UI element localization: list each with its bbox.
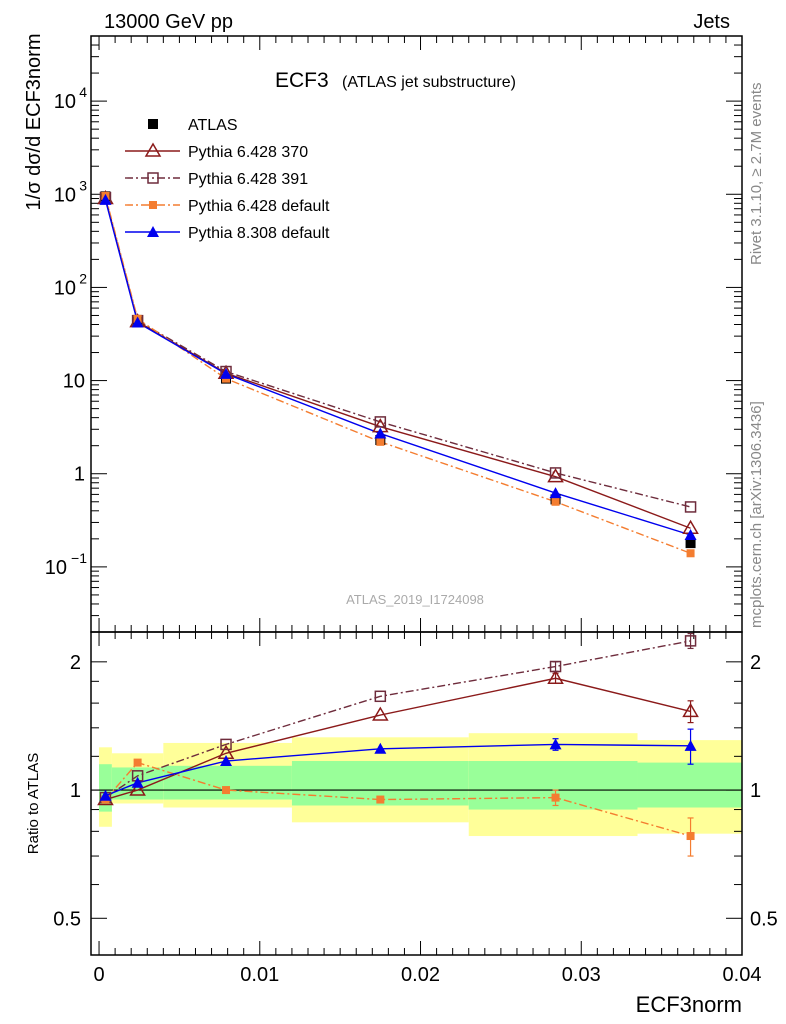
ratio-y-tick-label-right: 1 [750,780,761,802]
ratio-point-pythia-6-428-default [376,795,385,804]
ratio-point-pythia-6-428-370 [129,781,146,796]
rivet-label: Rivet 3.1.10, ≥ 2.7M events [748,83,765,266]
ratio-point-pythia-8-308-default [131,776,144,788]
y-tick-exponent: 3 [79,177,87,193]
ratio-point-pythia-6-428-391 [549,660,562,673]
plot-subtitle: (ATLAS jet substructure) [342,74,516,91]
legend-label-pythia-8-308-default: Pythia 8.308 default [188,225,330,242]
main-point-pythia-8-308-default [684,528,697,540]
y-tick-label: 10 [54,277,76,299]
ratio-y-tick-label: 2 [70,652,81,674]
header-right: Jets [693,11,730,33]
y-tick-exponent: −1 [71,550,87,566]
main-point-pythia-6-428-391 [549,467,562,479]
legend-marker-atlas [148,119,158,129]
legend-label-pythia-6-428-default: Pythia 6.428 default [188,198,330,215]
ratio-point-pythia-8-308-default [684,739,697,751]
main-series-line-pythia-6-428-default [104,195,691,554]
main-point-pythia-6-428-391 [374,416,387,428]
y-tick-label: 10 [54,91,76,113]
legend-label-atlas: ATLAS [188,117,238,134]
x-tick-label: 0.01 [240,964,279,986]
plot-title: ECF3 [275,69,329,92]
main-point-pythia-6-428-370 [547,468,564,483]
mcplots-label: mcplots.cern.ch [arXiv:1306.3436] [748,401,765,628]
main-point-pythia-8-308-default [131,316,144,328]
ratio-point-pythia-6-428-default [686,832,695,841]
ratio-point-pythia-6-428-default [133,758,142,767]
ratio-band-green [637,762,742,808]
main-point-pythia-6-428-default [551,497,560,506]
x-tick-label: 0.04 [723,964,762,986]
ratio-y-tick-label: 0.5 [53,908,81,930]
ratio-point-pythia-6-428-default [551,793,560,802]
ratio-point-pythia-6-428-370 [547,669,564,685]
main-point-pythia-6-428-default [376,437,385,446]
legend-label-pythia-6-428-370: Pythia 6.428 370 [188,144,308,161]
legend-marker-pythia-8-308-default [147,226,159,237]
x-tick-label: 0 [93,964,104,986]
header-left: 13000 GeV pp [104,11,233,33]
ratio-point-pythia-6-428-391 [374,690,387,703]
legend-marker-pythia-6-428-391 [147,172,159,184]
main-y-axis-label: 1/σ dσ/d ECF3norm [23,34,45,211]
ratio-point-pythia-8-308-default [99,789,112,801]
ratio-point-pythia-8-308-default [374,742,387,754]
y-tick-exponent: 4 [79,84,87,100]
ratio-point-pythia-8-308-default [549,738,562,750]
main-point-atlas [685,538,696,549]
legend-marker-pythia-6-428-370 [144,142,162,157]
ratio-plot-frame [90,631,743,956]
ratio-point-pythia-6-428-370 [682,702,699,718]
main-point-pythia-8-308-default [99,193,112,205]
ratio-point-pythia-6-428-370 [372,706,389,721]
ratio-y-tick-label-right: 2 [750,652,761,674]
legend-marker-pythia-6-428-default [149,201,157,209]
main-point-pythia-6-428-default [686,549,695,558]
ratio-point-pythia-8-308-default [220,755,233,767]
analysis-watermark: ATLAS_2019_I1724098 [346,592,484,607]
ratio-y-axis-label: Ratio to ATLAS [25,753,42,854]
y-tick-label: 10 [63,371,85,393]
main-series-line-pythia-6-428-370 [104,198,691,529]
main-point-pythia-6-428-391 [684,501,697,513]
x-axis-label: ECF3norm [636,992,742,1017]
main-point-pythia-8-308-default [220,367,233,379]
legend-label-pythia-6-428-391: Pythia 6.428 391 [188,171,308,188]
ratio-point-pythia-6-428-default [222,786,231,795]
ratio-band-green [468,761,638,810]
main-series-line-pythia-8-308-default [104,199,691,536]
y-tick-label: 1 [74,464,85,486]
x-tick-label: 0.03 [562,964,601,986]
y-tick-exponent: 2 [79,270,87,286]
ratio-point-pythia-6-428-391 [684,635,697,647]
ratio-y-tick-label: 1 [70,780,81,802]
y-tick-label: 10 [45,557,67,579]
main-series-line-pythia-6-428-391 [104,197,691,508]
ratio-y-tick-label-right: 0.5 [750,908,778,930]
ratio-point-pythia-6-428-391 [220,738,232,751]
main-point-pythia-8-308-default [549,487,562,499]
y-tick-label: 10 [54,184,76,206]
x-tick-label: 0.02 [401,964,440,986]
ratio-series-line-pythia-8-308-default [105,743,691,797]
main-point-pythia-8-308-default [374,427,387,439]
